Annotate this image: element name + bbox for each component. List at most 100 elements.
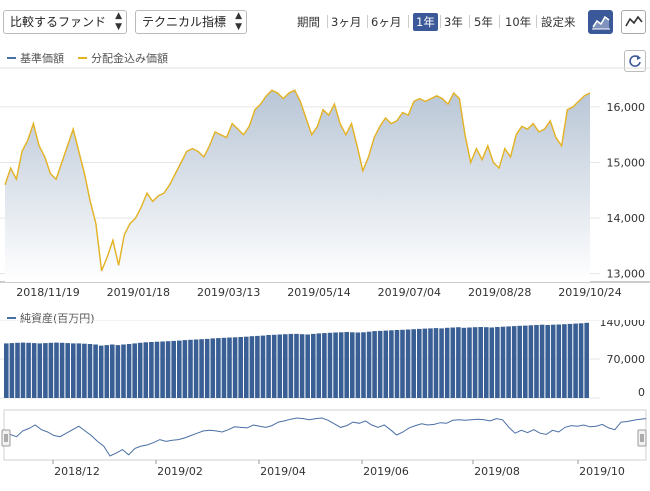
period-3m[interactable]: 3ヶ月 — [331, 15, 362, 29]
net-assets-bar — [4, 343, 9, 398]
period-6m[interactable]: 6ヶ月 — [371, 15, 402, 29]
dividend-price-line — [4, 89, 591, 272]
net-assets-bar — [417, 328, 422, 398]
period-10y[interactable]: 10年 — [505, 15, 532, 29]
net-assets-bar — [567, 323, 573, 398]
net-assets-bar — [98, 345, 104, 398]
net-assets-bar — [355, 332, 361, 398]
net-assets-bar — [193, 339, 199, 398]
net-assets-bar — [523, 325, 528, 398]
net-assets-bar — [288, 333, 294, 398]
period-3y[interactable]: 3年 — [444, 15, 463, 29]
net-assets-bar — [528, 325, 534, 398]
net-assets-bar — [154, 341, 160, 398]
net-assets-bar — [350, 332, 355, 398]
net-assets-bar — [266, 335, 271, 398]
bar-y-tick: 70,000 — [607, 353, 646, 366]
net-assets-bar — [65, 343, 70, 398]
net-assets-bar — [366, 331, 372, 398]
net-assets-bar — [578, 323, 584, 398]
net-assets-bar — [405, 329, 411, 398]
net-assets-bar — [277, 334, 283, 398]
net-assets-bar — [495, 327, 500, 398]
navigator-x-axis: 2018/12 2019/02 2019/04 2019/06 2019/08 2019/… — [52, 460, 625, 478]
reset-zoom-button[interactable] — [624, 50, 646, 72]
net-assets-bar — [171, 340, 176, 398]
net-assets-bar — [550, 324, 556, 398]
net-assets-legend-label: 純資産(百万円) — [20, 312, 95, 325]
net-assets-bar — [227, 337, 232, 398]
net-assets-bar — [472, 327, 478, 398]
net-assets-bar — [456, 327, 461, 398]
net-assets-bar — [444, 327, 450, 398]
net-assets-bar — [484, 327, 489, 398]
net-assets-bar — [338, 332, 344, 398]
net-assets-bar — [511, 326, 517, 398]
navigator-right-handle[interactable] — [637, 429, 647, 447]
net-assets-bar — [467, 327, 472, 398]
price-y-tick: 13,000 — [607, 268, 646, 281]
legend-dividend-price[interactable]: 分配金込み価額 — [78, 50, 168, 66]
net-assets-bar — [31, 343, 37, 398]
net-assets-bar — [299, 334, 305, 398]
period-since-inception[interactable]: 設定来 — [541, 15, 576, 29]
net-assets-bar — [160, 341, 165, 398]
net-assets-bar — [450, 327, 456, 398]
net-assets-bar — [461, 327, 467, 398]
legend-base-price[interactable]: 基準価額 — [7, 50, 64, 66]
price-chart[interactable]: 16,000 15,000 14,000 13,000 2018/11/19 2019/… — [0, 0, 650, 300]
period-label: 期間 — [297, 15, 320, 29]
price-x-axis: 2018/11/19 2019/01/18 2019/03/13 2019/05/14… — [16, 286, 621, 299]
net-assets-bar — [322, 333, 327, 398]
legend-base-price-label: 基準価額 — [20, 52, 64, 65]
net-assets-bars — [4, 322, 589, 399]
net-assets-bar — [43, 343, 48, 398]
period-5y[interactable]: 5年 — [474, 15, 493, 29]
net-assets-bar — [199, 339, 204, 398]
price-x-tick: 2019/08/28 — [468, 286, 531, 299]
net-assets-bar — [506, 326, 511, 398]
compare-fund-select[interactable]: 比較するファンド ▲ ▼ — [3, 10, 127, 34]
price-x-tick: 2019/01/18 — [107, 286, 170, 299]
net-assets-bar — [316, 333, 322, 398]
net-assets-bar — [126, 344, 132, 398]
net-assets-bar — [165, 341, 171, 398]
net-assets-bar — [305, 334, 310, 398]
navigator-x-tick: 2019/02 — [157, 465, 203, 478]
navigator-x-tick: 2019/10 — [579, 465, 625, 478]
net-assets-chart[interactable]: 140,000 70,000 0 — [0, 320, 650, 400]
price-y-tick: 16,000 — [607, 101, 646, 114]
navigator-x-tick: 2018/12 — [54, 465, 100, 478]
navigator-left-handle[interactable] — [1, 429, 11, 447]
net-assets-bar — [584, 322, 589, 398]
price-area — [5, 90, 590, 282]
net-assets-bar — [534, 325, 539, 398]
navigator-frame — [3, 409, 647, 461]
range-navigator[interactable]: 2018/12 2019/02 2019/04 2019/06 2019/08 2019/… — [0, 408, 650, 488]
price-x-tick: 2019/05/14 — [287, 286, 350, 299]
net-assets-bar — [422, 328, 428, 398]
net-assets-bar — [545, 325, 550, 398]
net-assets-bar — [26, 342, 31, 398]
net-assets-bar — [327, 332, 333, 398]
net-assets-bar — [59, 342, 65, 398]
bar-y-tick: 0 — [638, 386, 645, 399]
net-assets-bar — [37, 343, 43, 398]
technical-indicator-select-value: テクニカル指標 — [142, 15, 227, 29]
net-assets-legend[interactable]: 純資産(百万円) — [7, 310, 95, 326]
net-assets-bar — [389, 330, 394, 398]
legend-dividend-price-label: 分配金込み価額 — [91, 52, 168, 65]
net-assets-bar — [333, 332, 338, 398]
net-assets-bar — [48, 342, 54, 398]
price-x-tick: 2018/11/19 — [16, 286, 79, 299]
net-assets-bar — [149, 342, 154, 398]
line-chart-view-button[interactable] — [621, 10, 646, 34]
net-assets-bar — [500, 326, 506, 398]
technical-indicator-select[interactable]: テクニカル指標 ▲ ▼ — [135, 10, 247, 34]
net-assets-bar — [344, 332, 349, 398]
period-1y[interactable]: 1年 — [413, 13, 438, 31]
net-assets-bar — [394, 330, 400, 398]
net-assets-bar — [15, 342, 20, 398]
net-assets-bar — [372, 331, 377, 398]
area-chart-view-button[interactable] — [588, 10, 613, 34]
